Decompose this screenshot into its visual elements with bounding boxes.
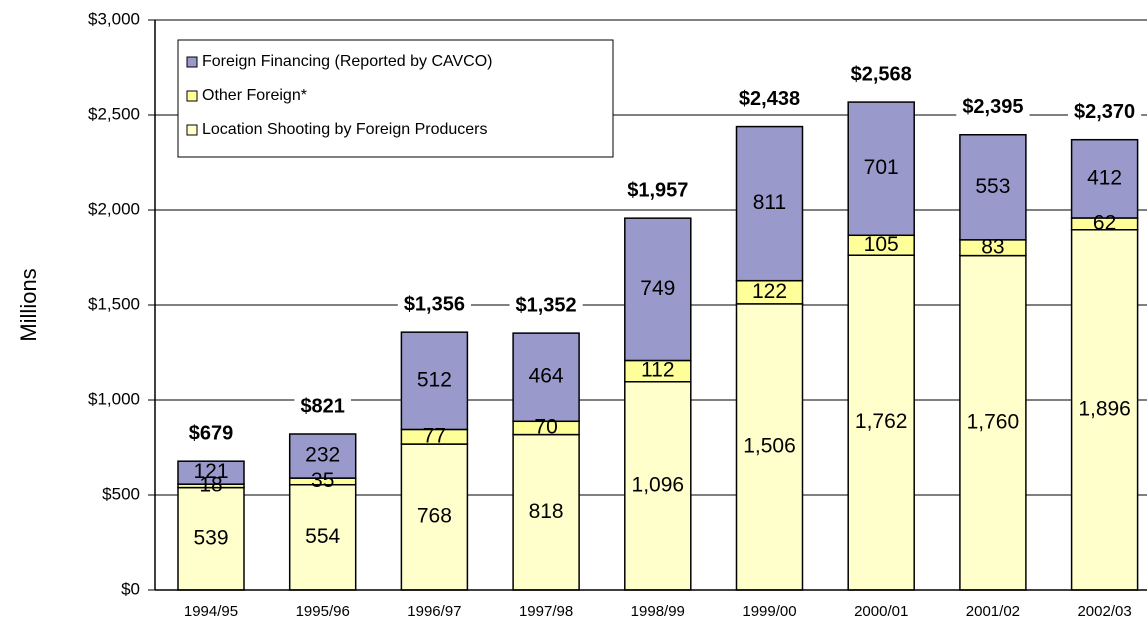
data-label: 554 [305, 525, 340, 548]
total-label: $679 [189, 422, 234, 444]
legend-label: Location Shooting by Foreign Producers [202, 121, 488, 138]
bar-segment [624, 217, 692, 362]
y-axis-label: Millions [16, 268, 41, 341]
y-tick-label: $1,500 [88, 294, 140, 313]
data-label: 768 [417, 505, 452, 528]
total-label-bg [182, 422, 240, 445]
total-label-bg [956, 96, 1030, 119]
bar-segment [177, 460, 245, 485]
bar-segment [959, 134, 1027, 241]
x-tick-label: 2000/01 [854, 603, 908, 620]
data-label: 105 [864, 233, 899, 256]
data-label: 553 [975, 175, 1010, 198]
data-label: 122 [752, 280, 787, 303]
data-label: 749 [640, 277, 675, 300]
bar-segment [847, 254, 915, 591]
data-label: 701 [864, 156, 899, 179]
y-tick-label: $0 [121, 579, 140, 598]
data-label: 464 [529, 365, 564, 388]
data-label: 818 [529, 500, 564, 523]
x-tick-label: 1995/96 [296, 603, 350, 620]
bar-segment [400, 443, 469, 591]
data-label: 35 [311, 469, 334, 492]
x-tick-label: 1999/00 [742, 603, 796, 620]
total-label-bg [1068, 100, 1142, 123]
data-label: 1,506 [743, 434, 796, 457]
legend-swatch [186, 124, 198, 136]
total-label: $1,356 [404, 294, 465, 316]
x-tick-label: 2002/03 [1077, 603, 1131, 620]
data-label: 1,760 [967, 410, 1020, 433]
bar-segment [177, 486, 245, 591]
data-label: 1,896 [1078, 397, 1131, 420]
y-tick-label: $1,000 [88, 389, 140, 408]
legend-label: Foreign Financing (Reported by CAVCO) [202, 53, 493, 70]
data-label: 811 [753, 191, 786, 214]
total-label-bg [732, 88, 807, 111]
data-label: 83 [981, 235, 1004, 258]
legend-swatch [186, 90, 198, 102]
data-label: 1,096 [632, 473, 685, 496]
bar-segment [400, 331, 469, 431]
total-label-bg [397, 293, 471, 316]
y-tick-label: $500 [102, 484, 140, 503]
data-label: 62 [1093, 211, 1116, 234]
data-label: 232 [305, 444, 340, 467]
y-tick-label: $3,000 [88, 9, 140, 28]
total-label: $2,568 [851, 63, 912, 85]
x-tick-label: 1994/95 [184, 603, 238, 620]
bar-segment [288, 433, 357, 479]
data-label: 112 [641, 359, 674, 382]
legend-label: Other Foreign* [202, 87, 307, 104]
total-label: $1,352 [516, 294, 577, 316]
data-label: 18 [199, 473, 222, 496]
total-label-bg [621, 179, 695, 202]
data-label: 121 [193, 460, 228, 483]
data-label: 412 [1087, 166, 1122, 189]
bar-segment [512, 332, 580, 423]
total-label: $2,395 [962, 96, 1023, 118]
bar-segment [735, 303, 804, 591]
bar-segment [847, 101, 915, 237]
total-label: $821 [300, 395, 345, 417]
data-label: 512 [417, 368, 452, 391]
bar-segment [624, 381, 692, 591]
x-tick-label: 2001/02 [966, 603, 1020, 620]
legend-swatch [186, 56, 198, 68]
data-label: 70 [534, 415, 557, 438]
bar-segment [512, 433, 580, 591]
data-label: 77 [423, 424, 446, 447]
bar-segment [1070, 138, 1139, 219]
data-label: 539 [193, 526, 228, 549]
total-label: $2,438 [739, 88, 800, 110]
total-label-bg [844, 63, 918, 86]
x-tick-label: 1996/97 [407, 603, 461, 620]
bar-segment [735, 125, 804, 282]
total-label-bg [294, 395, 351, 418]
total-label-bg [509, 294, 583, 317]
total-label: $2,370 [1074, 101, 1135, 123]
data-label: 1,762 [855, 410, 908, 433]
y-tick-label: $2,000 [88, 199, 140, 218]
x-tick-label: 1997/98 [519, 603, 573, 620]
total-label: $1,957 [627, 179, 688, 201]
x-tick-label: 1998/99 [631, 603, 685, 620]
y-tick-label: $2,500 [88, 104, 140, 123]
legend-box [177, 39, 614, 158]
